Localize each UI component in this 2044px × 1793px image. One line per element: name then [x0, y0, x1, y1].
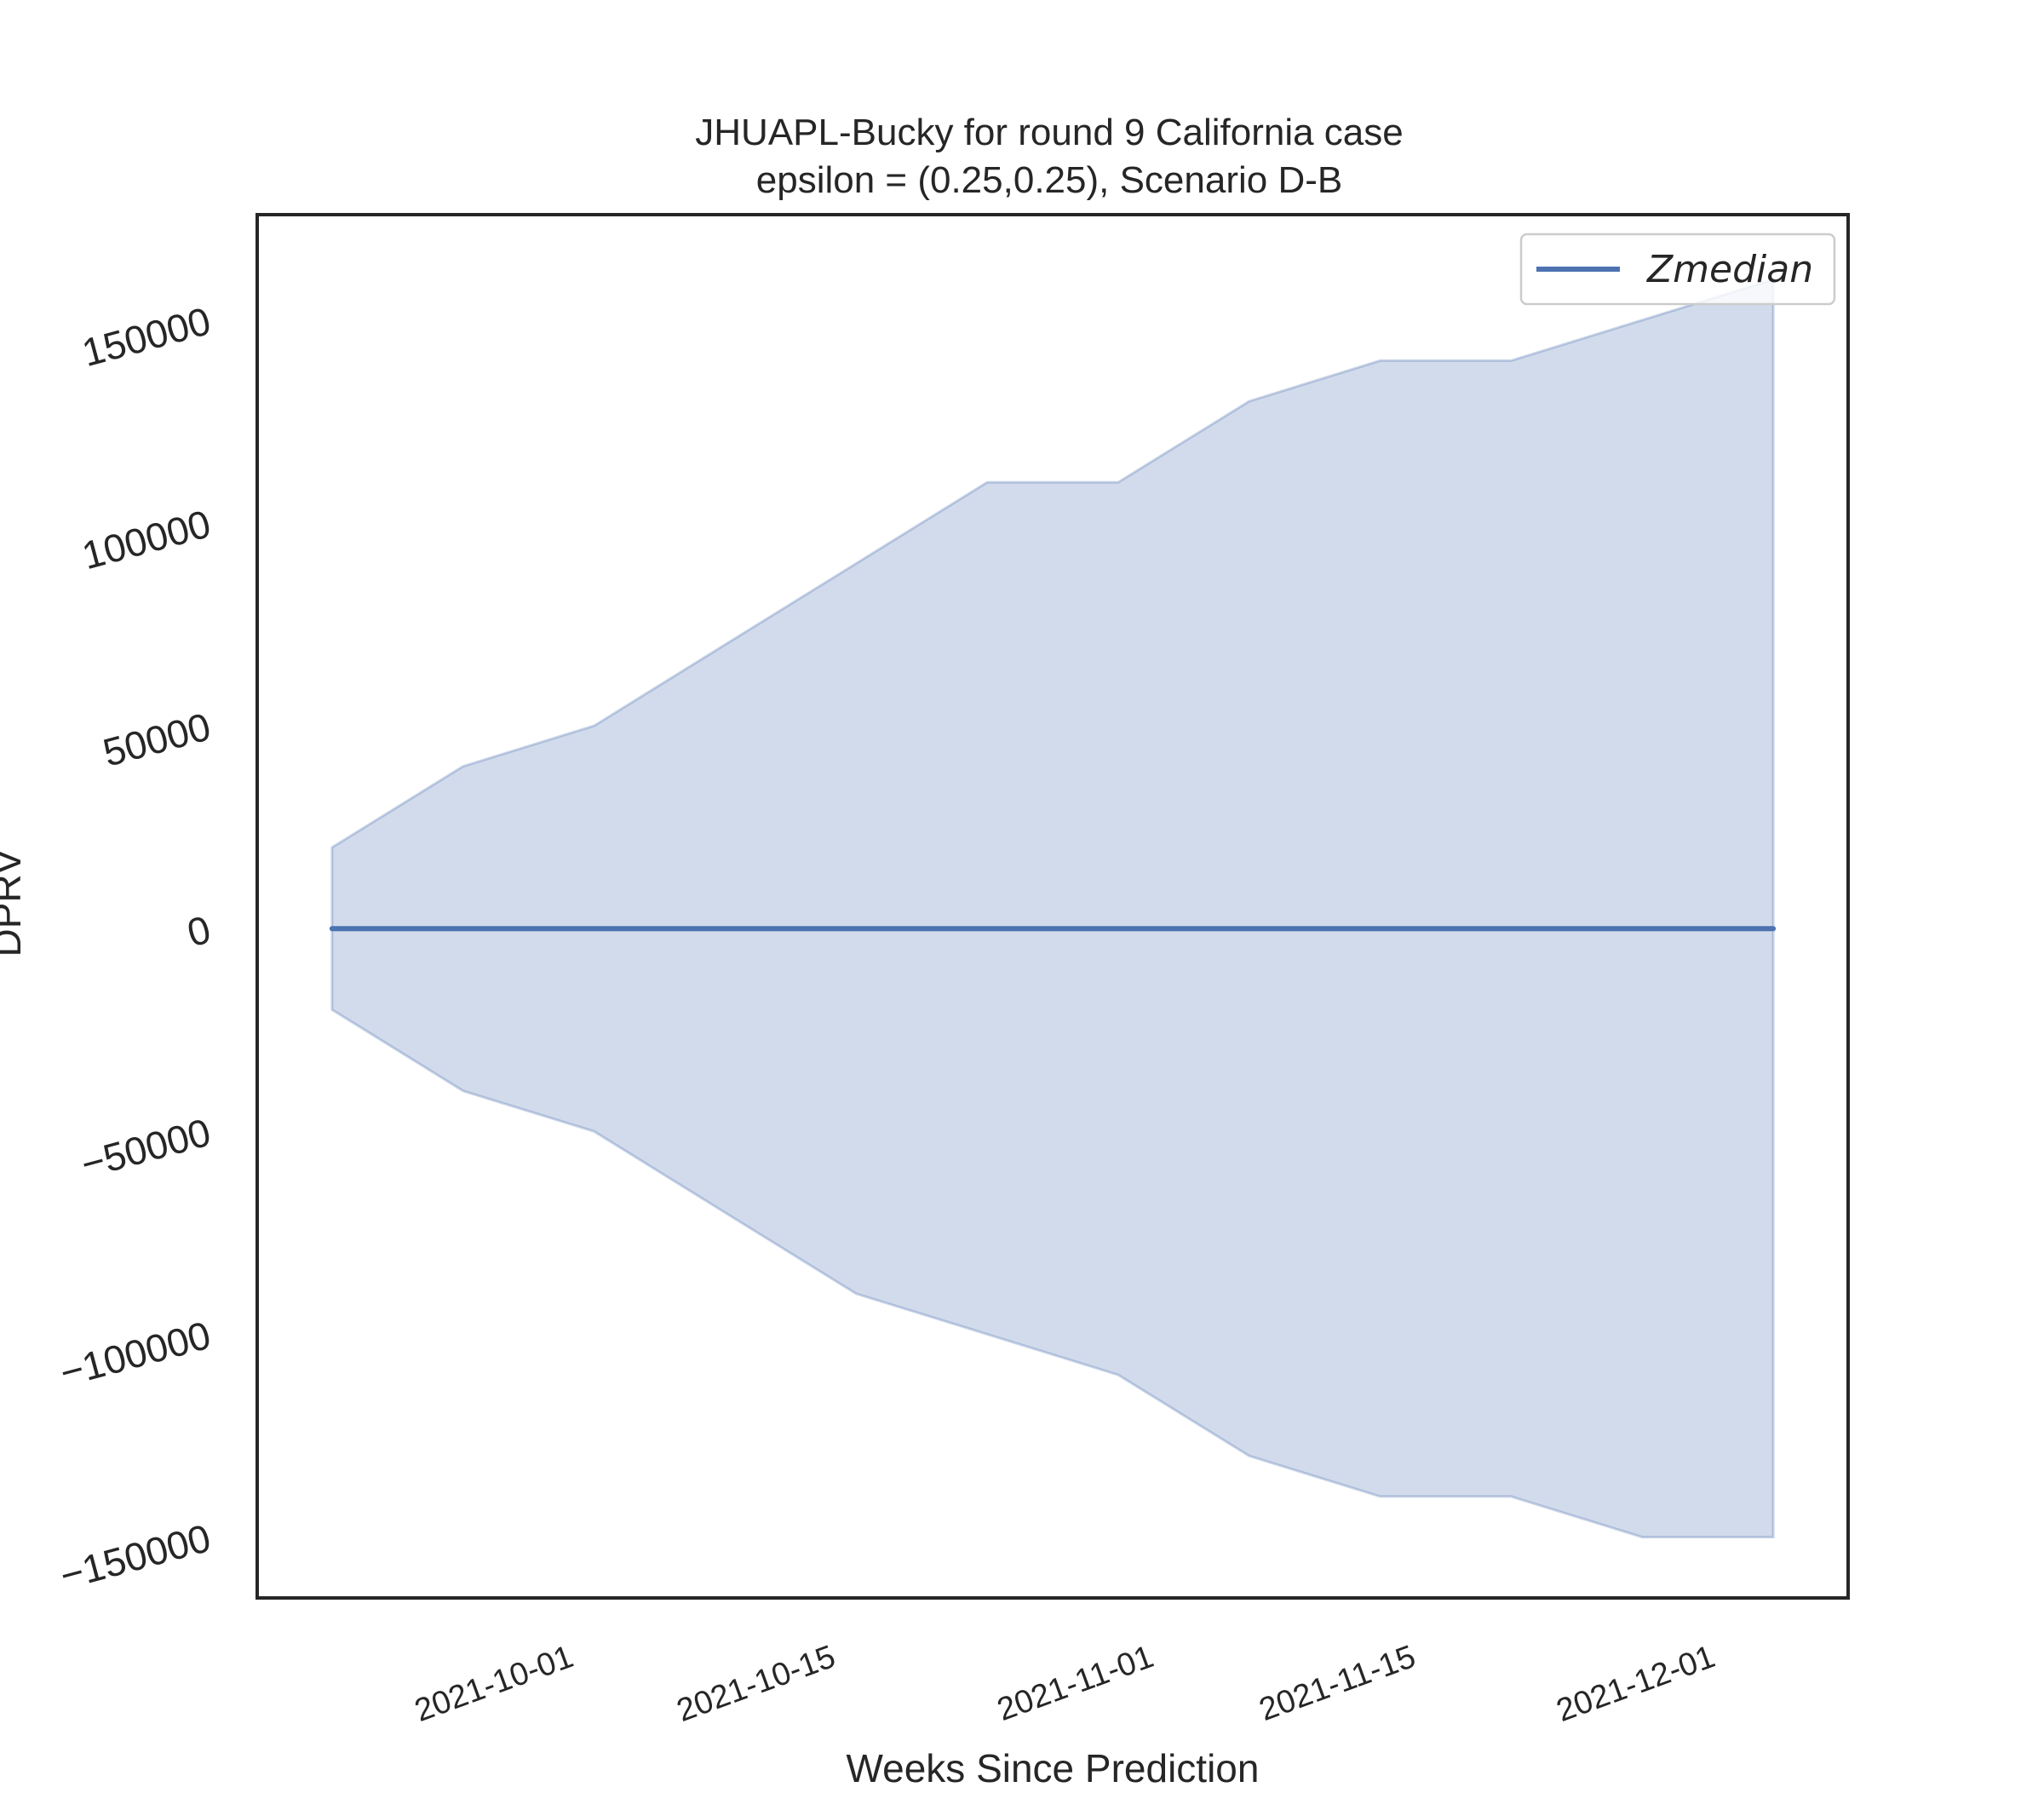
- y-tick-label: 50000: [99, 704, 215, 775]
- x-tick-label: 2021-10-01: [411, 1639, 578, 1729]
- y-tick-label: 100000: [78, 501, 215, 578]
- y-tick-label: −50000: [77, 1110, 215, 1187]
- y-axis-label: DPRV: [0, 848, 29, 957]
- legend-box: [1519, 233, 1836, 306]
- y-tick-label: −100000: [55, 1313, 215, 1395]
- chart-title: JHUAPL-Bucky for round 9 California case: [695, 112, 1403, 153]
- y-tick-label: 0: [182, 907, 215, 956]
- y-tick-label: 150000: [78, 298, 215, 375]
- x-tick-label: 2021-10-15: [672, 1639, 840, 1729]
- y-tick-label: −150000: [55, 1515, 215, 1598]
- x-tick-label: 2021-11-01: [993, 1639, 1158, 1728]
- x-axis-label: Weeks Since Prediction: [847, 1746, 1260, 1789]
- x-tick-label: 2021-11-15: [1255, 1639, 1420, 1728]
- x-tick-label: 2021-12-01: [1552, 1639, 1720, 1729]
- plot-frame: [256, 213, 1850, 1600]
- chart-subtitle: epsilon = (0.25,0.25), Scenario D-B: [756, 159, 1343, 201]
- plot-area: −150000 −100000 −50000 0 50000 100000 150000 20…: [55, 213, 1850, 1729]
- legend-label: Zmedian: [1646, 248, 1813, 291]
- confidence-band: [330, 278, 1775, 1539]
